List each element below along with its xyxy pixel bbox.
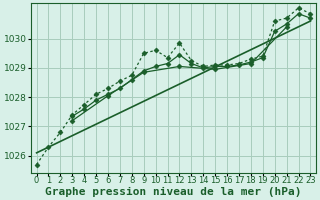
X-axis label: Graphe pression niveau de la mer (hPa): Graphe pression niveau de la mer (hPa)	[45, 186, 302, 197]
